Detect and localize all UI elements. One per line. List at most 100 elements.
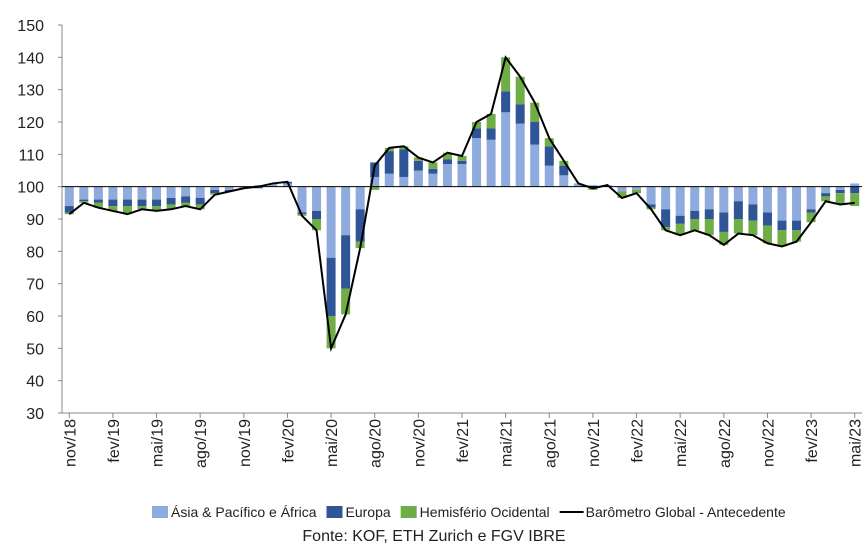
bar	[268, 183, 278, 187]
bar	[690, 219, 700, 231]
source: Fonte: KOF, ETH Zurich e FGV IBRE	[302, 528, 565, 545]
bar	[835, 193, 845, 205]
bar	[515, 123, 525, 187]
bar	[472, 122, 482, 129]
bar	[762, 225, 772, 244]
y-tick-label: 70	[26, 277, 44, 294]
x-tick-label: mai/23	[848, 419, 865, 467]
bar	[370, 176, 380, 187]
bar	[486, 113, 496, 129]
bar	[195, 204, 205, 210]
bar	[617, 186, 627, 192]
x-tick-label: fev/19	[106, 419, 123, 463]
bar	[326, 186, 336, 258]
bar	[79, 186, 89, 200]
bar	[821, 193, 831, 197]
bar	[719, 231, 729, 245]
bar	[530, 102, 540, 122]
x-tick-label: mai/21	[499, 419, 516, 467]
bar	[835, 186, 845, 190]
bar	[341, 235, 351, 289]
bar	[762, 186, 772, 213]
bar	[704, 219, 714, 236]
bar	[326, 257, 336, 316]
bar	[442, 159, 452, 165]
bar	[282, 183, 292, 187]
bar	[748, 186, 758, 205]
bar	[457, 155, 467, 161]
bar	[632, 186, 642, 190]
bar	[341, 186, 351, 236]
bar	[559, 165, 569, 176]
bar	[224, 186, 234, 190]
bar	[690, 210, 700, 219]
y-tick-label: 150	[17, 18, 44, 35]
bar	[181, 202, 191, 207]
x-tick-label: nov/19	[237, 419, 254, 467]
bar	[181, 196, 191, 203]
bar	[530, 122, 540, 145]
bar	[413, 157, 423, 161]
x-tick-label: mai/19	[150, 419, 167, 467]
bar	[472, 128, 482, 139]
y-tick-label: 140	[17, 50, 44, 67]
bar	[355, 209, 365, 242]
bar	[355, 186, 365, 210]
y-tick-label: 110	[18, 147, 44, 164]
bar	[93, 202, 103, 208]
bar	[341, 288, 351, 315]
bar	[181, 186, 191, 197]
legend-label: Hemisfério Ocidental	[420, 504, 550, 520]
bar	[850, 186, 860, 194]
bar	[573, 183, 583, 187]
bar	[661, 186, 671, 210]
bar	[297, 186, 307, 213]
bar	[515, 76, 525, 105]
bar	[399, 149, 409, 177]
bar	[486, 128, 496, 140]
x-tick-label: fev/23	[804, 419, 821, 463]
x-tick-label: ago/20	[368, 419, 385, 468]
bar	[733, 186, 743, 202]
bar	[690, 186, 700, 211]
bar	[821, 186, 831, 194]
bar	[312, 219, 322, 231]
bar	[544, 146, 554, 166]
x-tick-label: nov/20	[411, 419, 428, 467]
bar	[152, 206, 162, 211]
bar	[733, 219, 743, 234]
bar	[719, 186, 729, 213]
y-tick-label: 90	[26, 212, 44, 229]
bar	[152, 186, 162, 200]
bar	[399, 176, 409, 187]
bar	[806, 209, 816, 213]
bar	[704, 186, 714, 210]
bar	[428, 162, 438, 169]
bar	[850, 183, 860, 187]
bar	[632, 189, 642, 194]
bar	[413, 170, 423, 187]
x-tick-label: nov/21	[586, 419, 603, 467]
bar	[122, 206, 132, 215]
legend-label: Europa	[346, 504, 391, 520]
bar	[166, 197, 176, 205]
bar	[501, 91, 511, 113]
bar	[559, 175, 569, 187]
bar	[777, 220, 787, 231]
y-tick-label: 40	[26, 374, 44, 391]
bar	[733, 201, 743, 219]
bar	[384, 151, 394, 174]
legend-label: Barômetro Global - Antecedente	[586, 504, 786, 520]
bar	[544, 165, 554, 187]
y-tick-label: 120	[17, 115, 44, 132]
bar	[64, 206, 74, 213]
bar	[195, 197, 205, 205]
bar	[675, 223, 685, 236]
bar	[530, 144, 540, 187]
bar	[384, 147, 394, 152]
bar	[428, 168, 438, 174]
bar	[486, 139, 496, 187]
x-tick-label: ago/19	[193, 419, 210, 468]
bar	[792, 220, 802, 231]
